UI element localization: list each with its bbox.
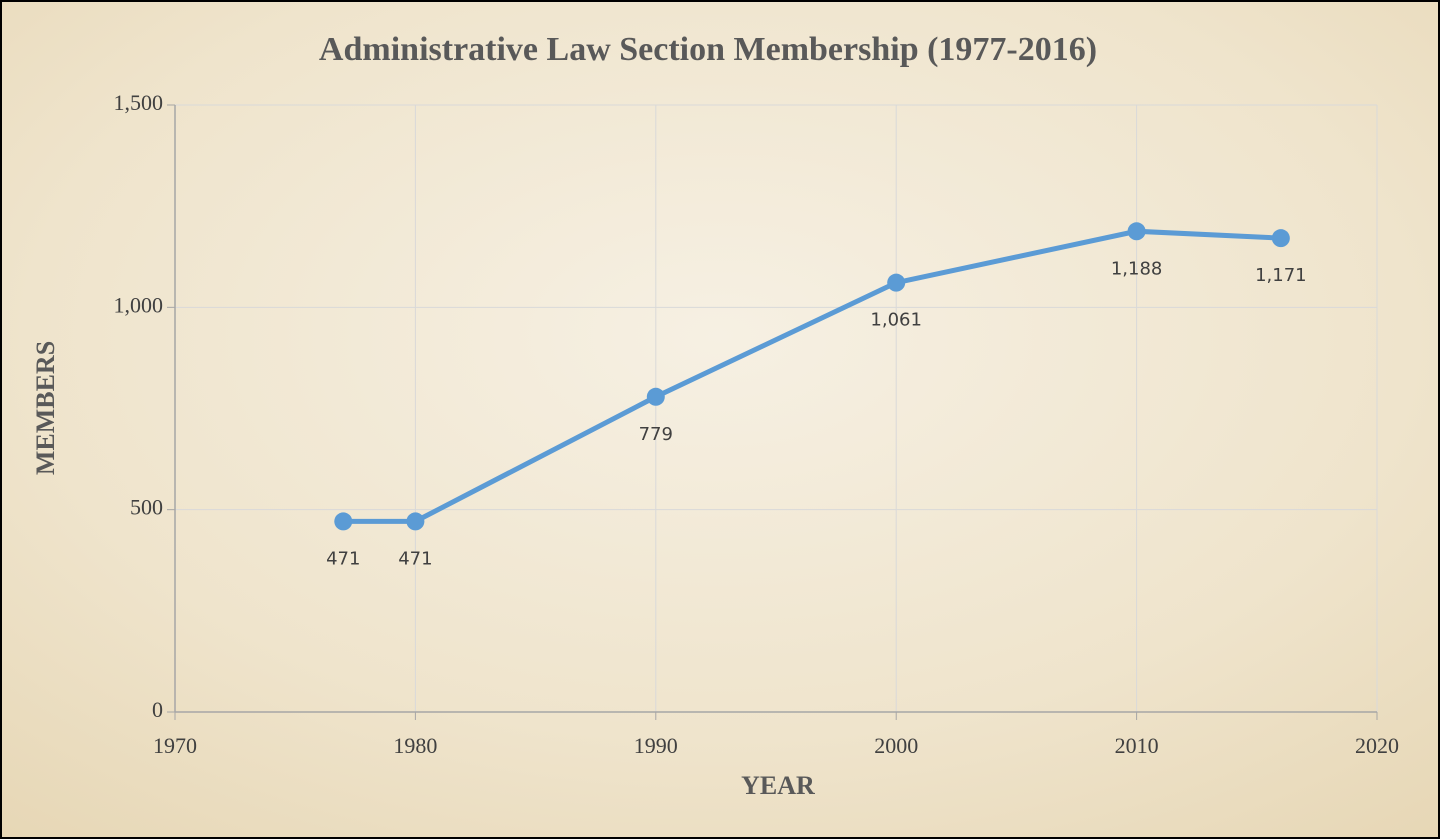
marker (646, 387, 665, 406)
x-tick-label: 2010 (1115, 733, 1159, 758)
marker (1271, 229, 1290, 248)
data-label: 779 (639, 424, 673, 445)
x-tick-label: 1970 (153, 733, 197, 758)
x-tick-label: 2020 (1355, 733, 1399, 758)
marker (406, 512, 425, 531)
x-tick-label: 1990 (634, 733, 678, 758)
marker (334, 512, 353, 531)
data-label: 1,171 (1255, 265, 1307, 286)
x-axis-label: YEAR (741, 771, 815, 800)
data-label: 1,188 (1111, 258, 1163, 279)
x-tick-label: 1980 (393, 733, 437, 758)
y-tick-label: 1,500 (114, 90, 164, 115)
y-tick-label: 500 (130, 495, 163, 520)
line (343, 228, 1281, 524)
y-tick-label: 1,000 (114, 292, 164, 317)
marker (887, 273, 906, 292)
y-axis-label: MEMBERS (31, 341, 60, 475)
data-label: 471 (398, 548, 432, 569)
data-label: 1,061 (870, 310, 922, 331)
data-label: 471 (326, 548, 360, 569)
x-tick-label: 2000 (874, 733, 918, 758)
y-tick-label: 0 (152, 697, 163, 722)
marker (1127, 222, 1146, 241)
chart-title: Administrative Law Section Membership (1… (319, 31, 1097, 68)
